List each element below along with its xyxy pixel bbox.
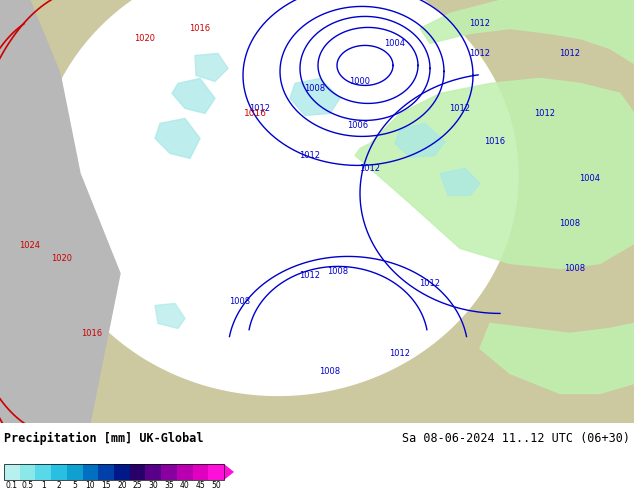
Text: 0.1: 0.1 [6,481,18,490]
Text: 40: 40 [180,481,190,490]
Bar [67,464,82,480]
Polygon shape [395,123,445,157]
Text: 15: 15 [101,481,111,490]
Polygon shape [0,0,634,423]
Text: 1004: 1004 [579,174,600,183]
Text: 35: 35 [164,481,174,490]
Text: 0.5: 0.5 [22,481,34,490]
Text: 45: 45 [195,481,205,490]
Text: 1012: 1012 [534,109,555,118]
Text: 1016: 1016 [81,329,103,338]
Text: 1012: 1012 [299,271,321,280]
Text: 1008: 1008 [559,219,581,228]
Polygon shape [480,323,634,393]
Bar [4,464,224,480]
Text: 30: 30 [148,481,158,490]
Text: 1000: 1000 [349,77,370,86]
Text: 1012: 1012 [450,104,470,113]
Bar [177,464,193,480]
Polygon shape [195,53,228,81]
Text: 1012: 1012 [470,49,491,58]
Polygon shape [38,0,518,395]
Text: Precipitation [mm] UK-Global: Precipitation [mm] UK-Global [4,432,204,445]
Text: 20: 20 [117,481,127,490]
Polygon shape [420,0,634,63]
Polygon shape [290,78,340,116]
Bar [193,464,209,480]
Text: 1012: 1012 [420,279,441,288]
Text: 1012: 1012 [299,151,321,160]
Text: 1016: 1016 [190,24,210,33]
Bar [145,464,161,480]
Bar [36,464,51,480]
Text: 50: 50 [211,481,221,490]
Bar [4,464,20,480]
Text: 1012: 1012 [389,349,410,358]
Bar [209,464,224,480]
Polygon shape [440,169,480,196]
Bar [98,464,114,480]
Text: 1008: 1008 [320,367,340,376]
Text: 2: 2 [56,481,61,490]
Text: 1004: 1004 [384,39,406,48]
Text: 1012: 1012 [359,164,380,173]
Text: Sa 08-06-2024 11..12 UTC (06+30): Sa 08-06-2024 11..12 UTC (06+30) [402,432,630,445]
Polygon shape [355,78,634,269]
Polygon shape [0,0,120,423]
Text: 1008: 1008 [230,297,250,306]
Bar [130,464,145,480]
Text: 1008: 1008 [304,84,326,93]
Text: 1024: 1024 [20,241,41,250]
Text: 5: 5 [72,481,77,490]
Text: 1020: 1020 [51,254,72,263]
Text: 1012: 1012 [559,49,581,58]
Text: 10: 10 [86,481,95,490]
Bar [51,464,67,480]
Text: 1012: 1012 [470,19,491,28]
Bar [82,464,98,480]
Bar [20,464,36,480]
Bar [114,464,130,480]
Text: 1016: 1016 [484,137,505,146]
Polygon shape [155,303,185,328]
Text: 1016: 1016 [243,109,266,118]
Text: 1008: 1008 [327,267,349,276]
Bar [161,464,177,480]
Polygon shape [172,78,215,113]
Polygon shape [155,119,200,158]
Text: 1020: 1020 [134,34,155,43]
Text: 1012: 1012 [250,104,271,113]
Text: 25: 25 [133,481,143,490]
Text: 1006: 1006 [347,121,368,130]
Text: 1008: 1008 [564,264,586,273]
Polygon shape [224,464,234,480]
Text: 1: 1 [41,481,46,490]
